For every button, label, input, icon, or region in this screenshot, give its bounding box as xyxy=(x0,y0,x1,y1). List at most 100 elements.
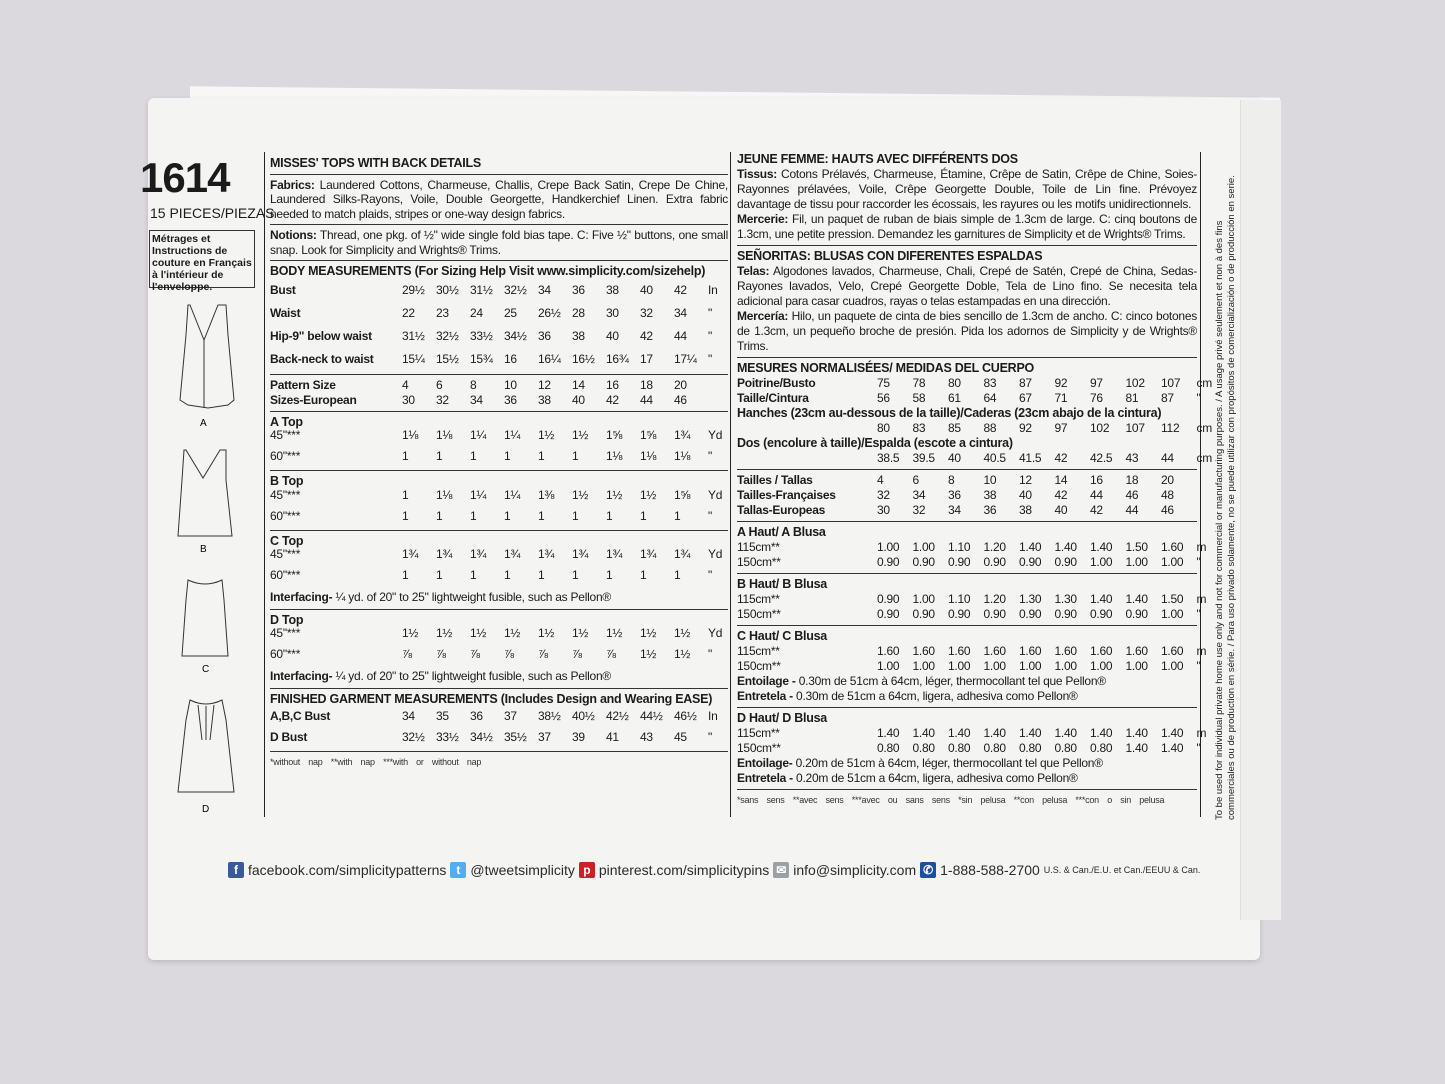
facebook-link[interactable]: facebook.com/simplicitypatterns xyxy=(248,862,447,878)
table-cell: 102 xyxy=(1125,376,1146,390)
table-cell: 8 xyxy=(948,473,955,487)
table-cell: 31½ xyxy=(402,328,425,343)
table-cell: 1¼ xyxy=(504,428,521,443)
notions-text: Notions: Thread, one pkg. of ½" wide sin… xyxy=(270,228,728,257)
table-cell: 83 xyxy=(912,421,926,435)
fabrics-label: Fabrics: xyxy=(270,177,315,192)
table-cell: 1¼ xyxy=(470,487,487,502)
table-cell: 40 xyxy=(1054,503,1068,517)
view-label-d: D xyxy=(202,804,209,815)
table-cell: 1.40 xyxy=(1019,540,1042,554)
table-cell: 1.00 xyxy=(1161,555,1184,569)
table-cell: 1 xyxy=(504,508,511,523)
yardage-tables: A Top 45"*** 1⅛ 1⅛ 1¼ 1¼ 1½ 1½ 1⅝ 1⅝ 1¾ Yd 60"*** 1 1 1… xyxy=(270,410,728,689)
row-label: 45"*** xyxy=(270,547,301,562)
table-cell: 1.60 xyxy=(877,644,900,658)
yardage-rows: 115cm** 1.60 1.60 1.60 1.60 1.60 1.60 1.60 1.60 1… xyxy=(737,644,1207,674)
table-cell: 1.00 xyxy=(877,659,900,673)
table-cell: 40 xyxy=(572,392,585,407)
table-cell: 1.40 xyxy=(1054,726,1078,740)
interfacing-label: Interfacing- xyxy=(270,669,333,683)
pattern-size-table: Pattern Size 4 6 8 10 12 14 16 18 20 Sizes-Europea… xyxy=(270,378,728,408)
table-cell: 32 xyxy=(912,503,926,517)
table-cell: ⅞ xyxy=(436,647,446,662)
twitter-handle[interactable]: @tweetsimplicity xyxy=(470,862,575,878)
divider xyxy=(737,707,1197,708)
interfacing-text: ¼ yd. of 20" to 25" lightweight fusible,… xyxy=(335,590,611,604)
view-label-b: B xyxy=(200,544,207,555)
metric-body-table: Poitrine/Busto 75 78 80 83 87 92 97 102 107 cm Tail… xyxy=(737,376,1212,466)
table-cell: 1 xyxy=(572,449,579,464)
table-row: 45"*** 1½ 1½ 1½ 1½ 1½ 1½ 1½ 1½ 1½ Yd xyxy=(270,623,728,644)
table-cell: 107 xyxy=(1161,376,1181,390)
table-cell: 18 xyxy=(640,377,653,392)
table-cell: 4 xyxy=(402,377,409,392)
table-cell: 1 xyxy=(504,568,511,583)
table-cell: 15½ xyxy=(436,351,459,366)
view-heading: C Haut/ C Blusa xyxy=(737,629,828,643)
table-cell: 1.60 xyxy=(983,644,1007,658)
unit-label: m xyxy=(1196,644,1207,658)
table-cell: 1 xyxy=(402,568,409,583)
table-cell: 1.00 xyxy=(1019,659,1042,673)
row-label: 150cm** xyxy=(737,741,781,755)
table-cell: 1 xyxy=(538,568,545,583)
table-cell: 80 xyxy=(948,376,961,390)
view-c-drawing xyxy=(181,579,229,657)
view-heading: A Haut/ A Blusa xyxy=(737,525,826,539)
table-cell: 1.50 xyxy=(1161,592,1184,606)
table-cell: 0.80 xyxy=(877,741,900,755)
table-cell: 16 xyxy=(1090,473,1103,487)
table-cell: 1.00 xyxy=(948,659,971,673)
table-cell: 37 xyxy=(538,730,551,745)
table-cell: 1 xyxy=(436,449,443,464)
table-row: Bust 29½ 30½ 31½ 32½ 34 36 38 40 42 In xyxy=(270,279,728,302)
view-heading: D Top xyxy=(270,612,304,627)
finished-measurements-heading: FINISHED GARMENT MEASUREMENTS (Includes … xyxy=(270,691,713,706)
table-cell: 71 xyxy=(1054,391,1068,405)
table-cell: 0.90 xyxy=(948,555,971,569)
table-cell: 36 xyxy=(572,282,585,297)
table-cell: 1.60 xyxy=(1019,644,1042,658)
table-cell: 1½ xyxy=(436,626,453,641)
table-cell: 12 xyxy=(538,377,551,392)
table-cell: 16½ xyxy=(572,351,595,366)
phone-icon: ✆ xyxy=(920,862,937,878)
unit-label: " xyxy=(708,568,713,583)
fabrics-text: Fabrics: Laundered Cottons, Charmeuse, C… xyxy=(270,177,728,221)
table-cell: 28 xyxy=(572,305,585,320)
table-cell: 1 xyxy=(572,568,579,583)
table-cell: 34 xyxy=(538,282,551,297)
table-cell: 1 xyxy=(538,449,545,464)
table-cell: 33½ xyxy=(470,328,493,343)
divider xyxy=(270,687,728,689)
table-cell: 1 xyxy=(640,508,647,523)
table-cell: 1.40 xyxy=(1125,741,1149,755)
row-label: 150cm** xyxy=(737,555,781,569)
table-cell: 107 xyxy=(1125,421,1146,435)
table-cell: ⅞ xyxy=(470,647,480,662)
piece-count: 15 PIECES/PIEZAS xyxy=(150,205,275,221)
table-cell: ⅞ xyxy=(606,647,616,662)
table-cell: 76 xyxy=(1090,391,1103,405)
table-cell: 112 xyxy=(1161,421,1180,435)
table-cell: 0.90 xyxy=(1019,607,1042,621)
table-cell: 44 xyxy=(640,392,653,407)
table-cell: 1½ xyxy=(674,626,691,641)
unit-label: In xyxy=(708,709,718,724)
email-link[interactable]: info@simplicity.com xyxy=(793,862,917,878)
table-cell: 1⅝ xyxy=(674,487,691,502)
table-cell: 0.90 xyxy=(1125,607,1149,621)
table-row: 60"*** 1 1 1 1 1 1 1 1 1 " xyxy=(270,506,728,527)
divider xyxy=(270,470,728,471)
pattern-number: 1614 xyxy=(140,154,230,201)
table-cell: 0.90 xyxy=(1054,607,1078,621)
table-cell: 42.5 xyxy=(1090,451,1113,465)
view-label-c: C xyxy=(202,664,209,675)
pinterest-link[interactable]: pinterest.com/simplicitypins xyxy=(598,862,770,878)
table-cell: 44½ xyxy=(640,709,663,724)
table-cell: 42 xyxy=(606,392,619,407)
table-row: 115cm** 1.60 1.60 1.60 1.60 1.60 1.60 1.60 1.60 1… xyxy=(737,644,1207,659)
table-cell: 0.80 xyxy=(948,741,971,755)
table-cell: 97 xyxy=(1090,376,1103,390)
